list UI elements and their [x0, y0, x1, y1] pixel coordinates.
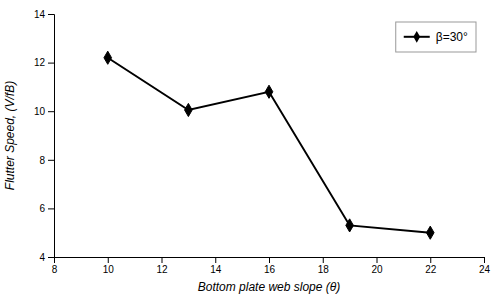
x-axis-tick-label: 14: [210, 264, 222, 275]
plot: 8 10 12 14 16 18 20 22 24 4 6 8 10 12 14 β=30°: [34, 9, 491, 275]
x-axis-tick-mark: [162, 257, 163, 263]
x-axis-tick-label: 18: [318, 264, 330, 275]
legend-swatch-marker: [413, 31, 420, 43]
y-axis-tick-label: 12: [34, 57, 46, 68]
x-axis-tick: 22: [425, 257, 437, 275]
legend-label: β=30°: [436, 30, 468, 44]
y-axis-tick: 14: [34, 9, 54, 20]
y-axis-tick: 6: [39, 203, 54, 214]
marker: [104, 51, 112, 64]
marker: [426, 226, 434, 239]
y-axis-tick: 8: [39, 155, 54, 166]
x-axis-tick-label: 24: [479, 264, 491, 275]
y-axis-tick-mark: [48, 257, 54, 258]
chart: 8 10 12 14 16 18 20 22 24 4 6 8 10 12 14 β=30° Bottom pl…: [0, 0, 500, 299]
x-axis-tick-mark: [215, 257, 216, 263]
y-axis-tick: 10: [34, 106, 54, 117]
y-axis-tick: 4: [39, 252, 54, 263]
y-axis-tick-mark: [48, 63, 54, 64]
y-axis-tick-mark: [48, 160, 54, 161]
y-axis-tick-mark: [48, 14, 54, 15]
x-axis-tick-label: 10: [103, 264, 115, 275]
x-axis-title: Bottom plate web slope (θ): [198, 280, 341, 294]
x-axis-tick: 24: [479, 257, 491, 275]
y-axis: 4 6 8 10 12 14: [34, 9, 55, 263]
x-axis: 8 10 12 14 16 18 20 22 24: [52, 257, 491, 275]
line: [108, 58, 431, 233]
x-axis-tick: 14: [210, 257, 222, 275]
y-axis-tick: 12: [34, 57, 54, 68]
x-axis-line: [55, 258, 485, 264]
legend-box: [396, 22, 476, 52]
x-axis-tick-label: 20: [371, 264, 383, 275]
x-axis-tick: 16: [264, 257, 276, 275]
x-axis-tick-mark: [108, 257, 109, 263]
marker: [346, 219, 354, 232]
legend: β=30°: [396, 22, 476, 52]
y-axis-title: Flutter Speed, (V/fB): [3, 81, 17, 190]
y-axis-tick-label: 6: [39, 203, 45, 214]
marker: [265, 85, 273, 98]
y-axis-tick-mark: [48, 111, 54, 112]
y-axis-line: [48, 15, 55, 258]
x-axis-tick-mark: [269, 257, 270, 263]
x-axis-tick-mark: [430, 257, 431, 263]
x-axis-tick-label: 12: [156, 264, 168, 275]
y-axis-tick-label: 8: [39, 155, 45, 166]
x-axis-tick-mark: [377, 257, 378, 263]
x-axis-tick-label: 16: [264, 264, 276, 275]
x-axis-tick: 10: [103, 257, 115, 275]
x-axis-tick-label: 22: [425, 264, 437, 275]
marker: [185, 103, 193, 116]
x-axis-tick: 12: [156, 257, 168, 275]
x-axis-tick-mark: [323, 257, 324, 263]
marks: [104, 51, 434, 239]
legend-item: β=30°: [404, 30, 468, 44]
y-axis-tick-mark: [48, 208, 54, 209]
y-axis-tick-label: 14: [34, 9, 46, 20]
x-axis-tick-label: 8: [52, 264, 58, 275]
y-axis-tick-label: 4: [39, 252, 45, 263]
x-axis-tick: 18: [318, 257, 330, 275]
x-axis-tick: 8: [52, 257, 58, 275]
x-axis-tick: 20: [371, 257, 383, 275]
x-axis-tick-mark: [484, 257, 485, 263]
y-axis-tick-label: 10: [34, 106, 46, 117]
